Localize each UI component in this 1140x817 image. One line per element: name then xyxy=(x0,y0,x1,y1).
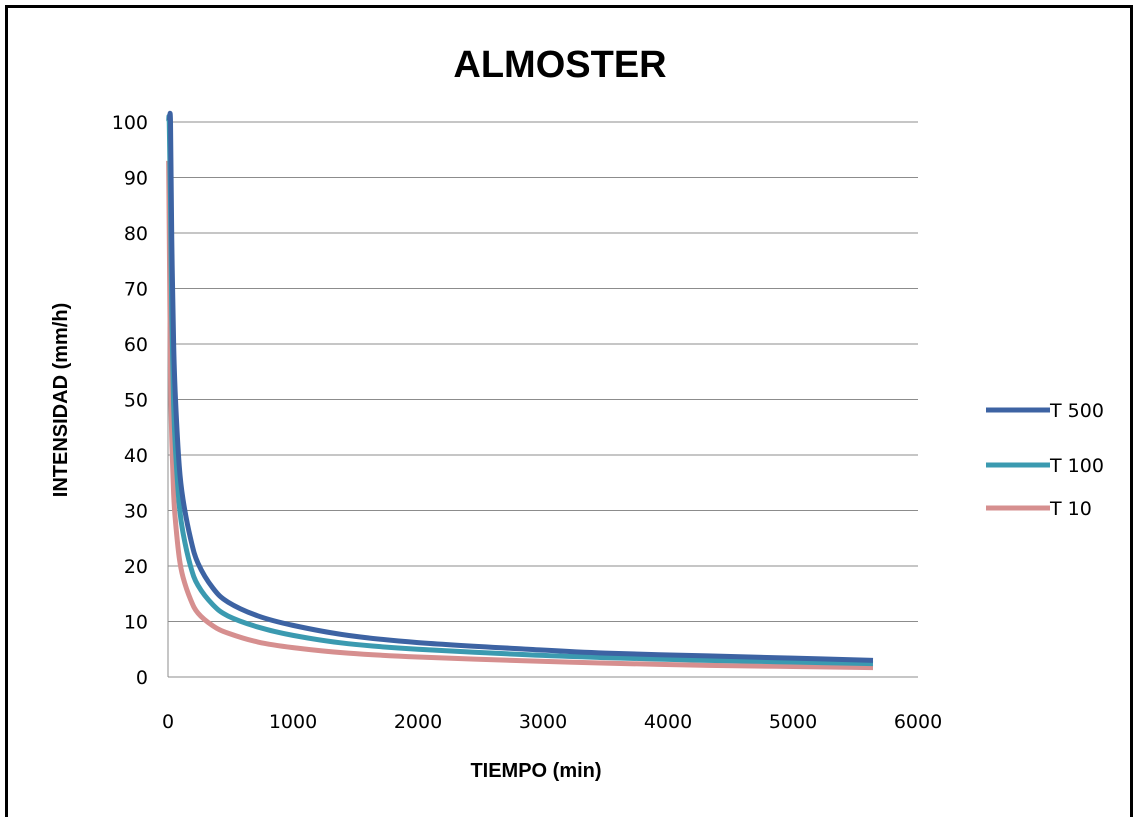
y-tick-label: 60 xyxy=(124,334,148,356)
legend-label-t-10: T 10 xyxy=(1049,498,1092,520)
x-tick-label: 4000 xyxy=(644,711,692,733)
chart-frame xyxy=(5,5,1133,817)
y-axis-label: INTENSIDAD (mm/h) xyxy=(50,303,72,497)
y-tick-label: 0 xyxy=(136,667,148,689)
y-tick-label: 80 xyxy=(124,223,148,245)
chart-title: ALMOSTER xyxy=(453,44,666,86)
legend-label-t-100: T 100 xyxy=(1049,455,1104,477)
x-tick-label: 6000 xyxy=(894,711,942,733)
y-tick-label: 100 xyxy=(112,112,148,134)
series-line-t-100 xyxy=(166,113,874,667)
y-tick-label: 50 xyxy=(124,390,148,412)
gridlines xyxy=(168,121,918,622)
series-line-t-10 xyxy=(166,160,874,671)
x-axis-label: TIEMPO (min) xyxy=(470,760,601,782)
x-tick-label: 1000 xyxy=(269,711,317,733)
legend-label-t-500: T 500 xyxy=(1049,400,1104,422)
x-tick-label: 5000 xyxy=(769,711,817,733)
series-lines xyxy=(166,110,874,671)
y-tick-label: 40 xyxy=(124,445,148,467)
x-tick-label: 2000 xyxy=(394,711,442,733)
y-tick-label: 30 xyxy=(124,501,148,523)
legend: T 500 T 100 T 10 xyxy=(986,400,1104,520)
y-tick-label: 90 xyxy=(124,168,148,190)
x-tick-label: 0 xyxy=(162,711,174,733)
y-tick-labels: 0 10 20 30 40 50 60 70 80 90 100 xyxy=(112,112,148,689)
x-tick-labels: 0 1000 2000 3000 4000 5000 6000 xyxy=(162,711,942,733)
x-tick-label: 3000 xyxy=(519,711,567,733)
y-tick-label: 10 xyxy=(124,612,148,634)
y-tick-label: 20 xyxy=(124,556,148,578)
y-tick-label: 70 xyxy=(124,279,148,301)
series-line-t-500 xyxy=(166,110,874,663)
